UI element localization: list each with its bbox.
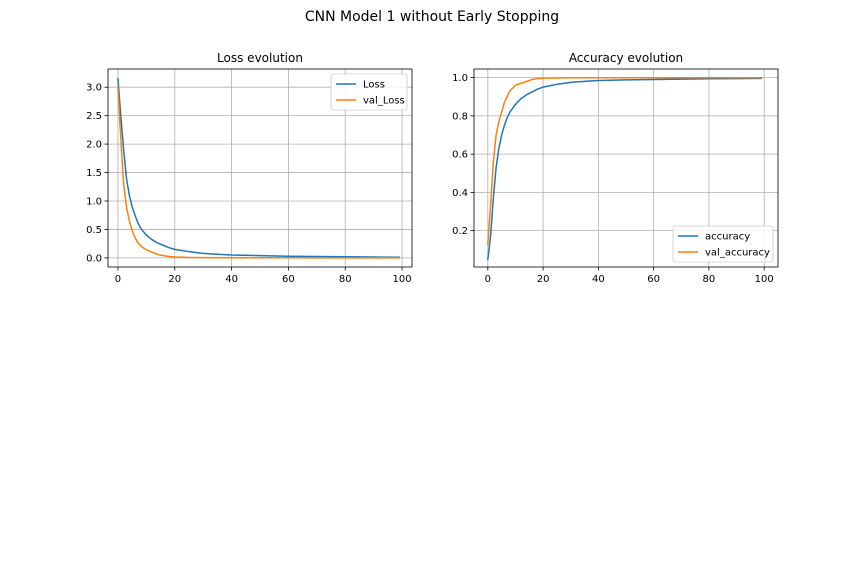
axes-frame (107, 68, 413, 268)
x-tick-label: 40 (592, 274, 605, 285)
y-tick-label: 1.0 (452, 73, 468, 84)
y-tick-label: 0.8 (452, 111, 468, 122)
figure-title: CNN Model 1 without Early Stopping (304, 9, 560, 25)
series-line-val_Loss (117, 86, 400, 259)
axes-title: Accuracy evolution (569, 51, 683, 65)
series-line-Loss (117, 77, 400, 258)
series-line-accuracy (486, 77, 763, 261)
x-tick-label: 20 (537, 274, 550, 285)
x-tick-label: 60 (282, 274, 295, 285)
axes-frame (473, 68, 779, 268)
y-tick-label: 1.0 (86, 197, 102, 208)
chart-2: 0 20 40 60 80 100 0.2 0.4 0.6 0.8 1.0 Accuracy evol… (452, 51, 779, 285)
y-tick-label: 1.5 (86, 168, 102, 179)
x-tick-label: 80 (339, 274, 352, 285)
x-tick-label: 0 (115, 274, 121, 285)
y-tick-label: 0.4 (452, 188, 468, 199)
y-tick-label: 0.2 (452, 226, 468, 237)
legend-label: accuracy (705, 232, 750, 243)
legend-label: Loss (363, 80, 385, 91)
y-tick-label: 0.0 (86, 253, 102, 264)
legend-box (330, 73, 408, 111)
legend-box (672, 225, 774, 263)
y-tick-label: 0.6 (452, 150, 468, 161)
x-tick-label: 20 (168, 274, 181, 285)
axes-title: Loss evolution (217, 51, 303, 65)
legend: Loss val_Loss (330, 73, 408, 111)
y-tick-label: 2.0 (86, 140, 102, 151)
legend-label: val_accuracy (705, 248, 770, 259)
y-tick-label: 0.5 (86, 225, 102, 236)
x-tick-label: 80 (703, 274, 716, 285)
y-tick-label: 2.5 (86, 111, 102, 122)
x-tick-label: 100 (755, 274, 774, 285)
legend: accuracy val_accuracy (672, 225, 774, 263)
chart-1: 0 20 40 60 80 100 0.0 0.5 1.0 1.5 2.0 2.5 3.0 Loss ev… (86, 51, 413, 285)
x-tick-label: 40 (225, 274, 238, 285)
x-tick-label: 0 (485, 274, 491, 285)
x-tick-label: 60 (647, 274, 660, 285)
x-tick-label: 100 (393, 274, 412, 285)
y-tick-label: 3.0 (86, 83, 102, 94)
legend-label: val_Loss (363, 96, 405, 107)
series-line-val_accuracy (487, 77, 763, 245)
